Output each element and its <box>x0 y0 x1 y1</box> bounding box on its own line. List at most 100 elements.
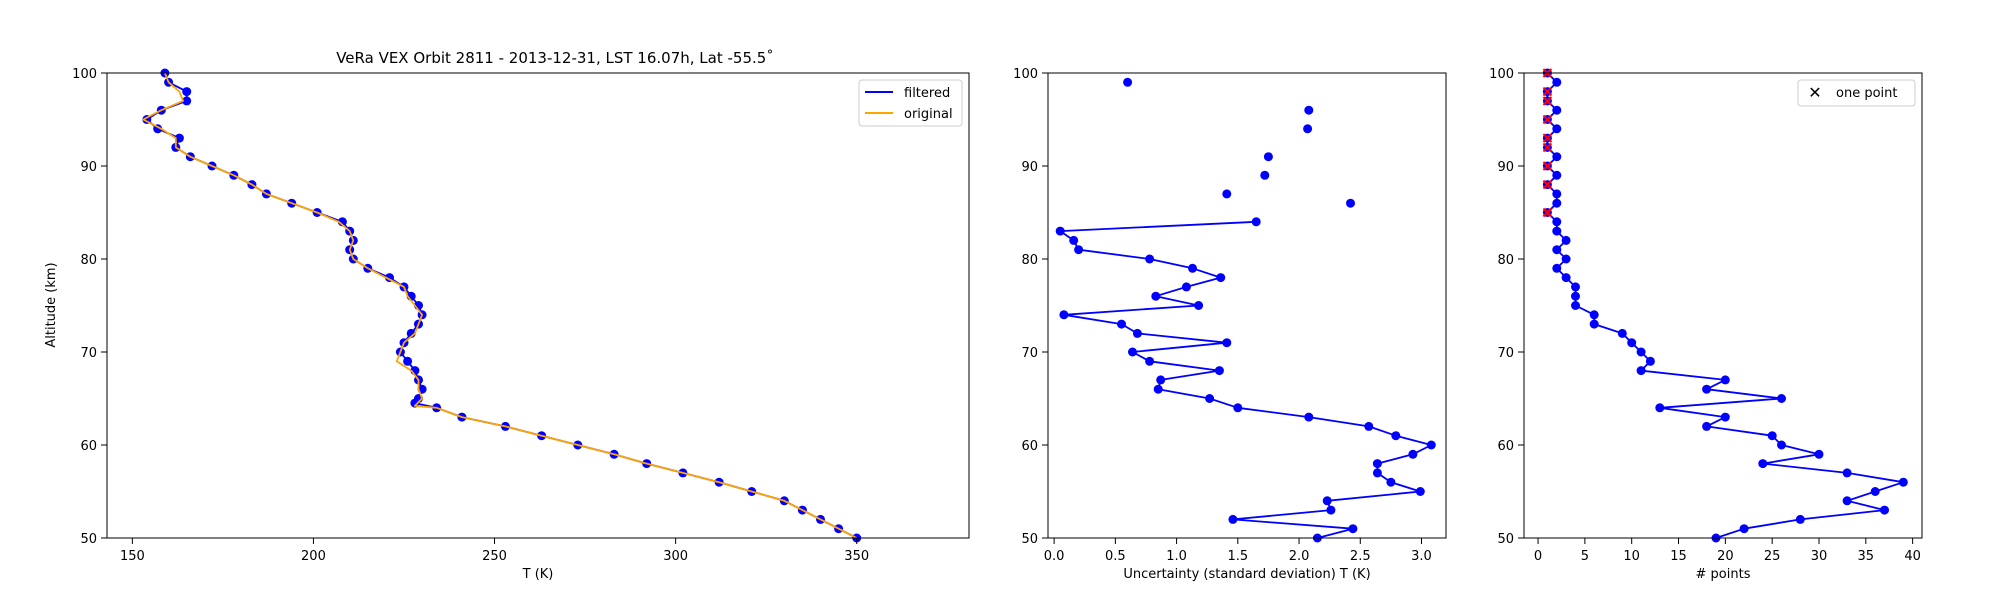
points-points-series-0-point <box>1552 170 1562 180</box>
uncertainty-panel: 0.0 0.5 1.0 1.5 2.0 2.5 3.0 50 60 70 80 90 100 Unce… <box>1013 67 1447 582</box>
points-legend: ✕ one point <box>1797 79 1916 107</box>
temperature-filtered-point <box>182 96 192 106</box>
points-points-series-0-point <box>1636 347 1646 357</box>
uncertainty-uncertainty-series-1-point <box>1123 77 1133 87</box>
uncertainty-uncertainty-series-1-point <box>1222 189 1232 199</box>
uncertainty-uncertainty-series-0-point <box>1151 291 1161 301</box>
points-x-tick-label: 30 <box>1811 549 1828 564</box>
uncertainty-uncertainty-series-1-point <box>1260 170 1270 180</box>
uncertainty-uncertainty-series-0-point <box>1132 328 1142 338</box>
points-one-point-marker <box>1542 207 1553 218</box>
points-axes-frame <box>1523 72 1923 539</box>
temperature-y-tick-label: 60 <box>80 439 97 454</box>
uncertainty-uncertainty-series-0-point <box>1059 310 1069 320</box>
points-legend-box <box>1797 79 1916 107</box>
uncertainty-x-tick-label: 1.0 <box>1166 549 1187 564</box>
points-x-tick-label: 35 <box>1858 549 1875 564</box>
points-x-tick-label: 25 <box>1764 549 1781 564</box>
points-points-series-0-point <box>1702 421 1712 431</box>
points-points-series-0-point <box>1870 487 1880 496</box>
points-points-series-0-point <box>1561 254 1571 264</box>
points-points-series-0-point <box>1561 273 1571 283</box>
temperature-original-line <box>142 72 858 539</box>
points-y-tick-label: 100 <box>1489 67 1514 82</box>
uncertainty-uncertainty-series-0-point <box>1408 449 1418 459</box>
uncertainty-uncertainty-series-0-point <box>1188 263 1197 273</box>
points-one-point-marker <box>1542 96 1553 106</box>
points-points-series-0-point <box>1552 105 1562 115</box>
uncertainty-uncertainty-series-0-point <box>1117 319 1126 329</box>
uncertainty-uncertainty-series-0-point <box>1251 217 1261 227</box>
points-points-series-0-point <box>1589 310 1599 320</box>
uncertainty-x-tick-label: 0.0 <box>1044 549 1065 564</box>
uncertainty-y-tick-label: 100 <box>1013 67 1038 82</box>
uncertainty-uncertainty-series-0-point <box>1228 514 1238 524</box>
points-points-series-0-point <box>1842 496 1852 506</box>
temperature-y-tick-label: 80 <box>80 253 97 268</box>
uncertainty-x-tick-label: 1.5 <box>1227 549 1248 564</box>
points-points-series-0-point <box>1552 189 1562 199</box>
points-points-series-0-point <box>1795 514 1805 524</box>
points-x-tick-label: 10 <box>1623 549 1640 564</box>
temperature-x-ticks: 150 200 250 300 350 <box>120 538 869 564</box>
legend-one-point-marker: ✕ <box>1808 83 1821 102</box>
points-points-series-0-point <box>1767 431 1777 441</box>
uncertainty-plot-area <box>1055 77 1436 543</box>
points-one-point-marker <box>1542 133 1553 143</box>
uncertainty-uncertainty-series-0-point <box>1055 226 1065 236</box>
temperature-filtered-point <box>174 133 184 143</box>
points-points-series-0-point <box>1552 263 1562 273</box>
uncertainty-axes-frame <box>1047 72 1447 539</box>
points-points-series-0-point <box>1702 384 1712 394</box>
uncertainty-uncertainty-series-0-point <box>1364 421 1374 431</box>
uncertainty-x-axis-label: Uncertainty (standard deviation) T (K) <box>1123 567 1370 582</box>
points-points-series-0-point <box>1552 124 1562 134</box>
points-y-tick-label: 80 <box>1497 253 1514 268</box>
points-x-ticks: 0 5 10 15 20 25 30 35 40 <box>1534 538 1921 564</box>
uncertainty-uncertainty-series-1-point <box>1303 124 1313 134</box>
uncertainty-y-tick-label: 60 <box>1021 439 1038 454</box>
uncertainty-y-tick-label: 80 <box>1021 253 1038 268</box>
points-one-point-marker <box>1542 179 1553 190</box>
uncertainty-uncertainty-series-0-point <box>1233 403 1243 413</box>
temperature-y-axis-label: Altitude (km) <box>44 262 59 347</box>
points-points-series-0-point <box>1571 301 1580 310</box>
temperature-y-tick-label: 90 <box>80 160 97 175</box>
points-one-point-marker <box>1542 114 1553 125</box>
uncertainty-uncertainty-series-0-point <box>1194 301 1204 310</box>
points-y-tick-label: 50 <box>1497 532 1514 547</box>
temperature-x-tick-label: 350 <box>844 549 869 564</box>
uncertainty-x-tick-label: 2.5 <box>1350 549 1371 564</box>
points-points-series-0-point <box>1814 449 1824 459</box>
points-y-tick-label: 70 <box>1497 346 1514 361</box>
points-points-series-0-point <box>1655 403 1665 413</box>
uncertainty-uncertainty-series-0-point <box>1128 347 1137 357</box>
points-one-point-marker <box>1542 161 1553 171</box>
points-y-tick-label: 90 <box>1497 160 1514 175</box>
points-one-point-marker <box>1542 142 1553 153</box>
uncertainty-uncertainty-series-1-point <box>1263 152 1273 162</box>
points-points-series-0-point <box>1589 319 1599 329</box>
uncertainty-y-tick-label: 90 <box>1021 160 1038 175</box>
uncertainty-x-tick-label: 0.5 <box>1105 549 1126 564</box>
temperature-legend: filtered original <box>858 79 963 127</box>
uncertainty-uncertainty-series-0-point <box>1326 505 1336 515</box>
points-y-tick-label: 60 <box>1497 439 1514 454</box>
uncertainty-y-tick-label: 50 <box>1021 532 1038 547</box>
uncertainty-uncertainty-series-0-point <box>1304 412 1314 422</box>
points-x-tick-label: 40 <box>1904 549 1921 564</box>
temperature-y-tick-label: 50 <box>80 532 97 547</box>
points-x-tick-label: 15 <box>1670 549 1687 564</box>
points-x-tick-label: 0 <box>1534 549 1542 564</box>
points-points-series-0-point <box>1627 338 1637 348</box>
legend-filtered-label: filtered <box>904 86 950 101</box>
temperature-filtered-point <box>403 356 413 366</box>
uncertainty-uncertainty-series-0-point <box>1205 394 1215 403</box>
uncertainty-uncertainty-series-1-point <box>1346 198 1355 208</box>
temperature-x-tick-label: 300 <box>663 549 688 564</box>
temperature-x-tick-label: 200 <box>301 549 326 564</box>
uncertainty-uncertainty-series-0-point <box>1322 496 1332 506</box>
temperature-chart-title: VeRa VEX Orbit 2811 - 2013-12-31, LST 16… <box>336 49 774 67</box>
